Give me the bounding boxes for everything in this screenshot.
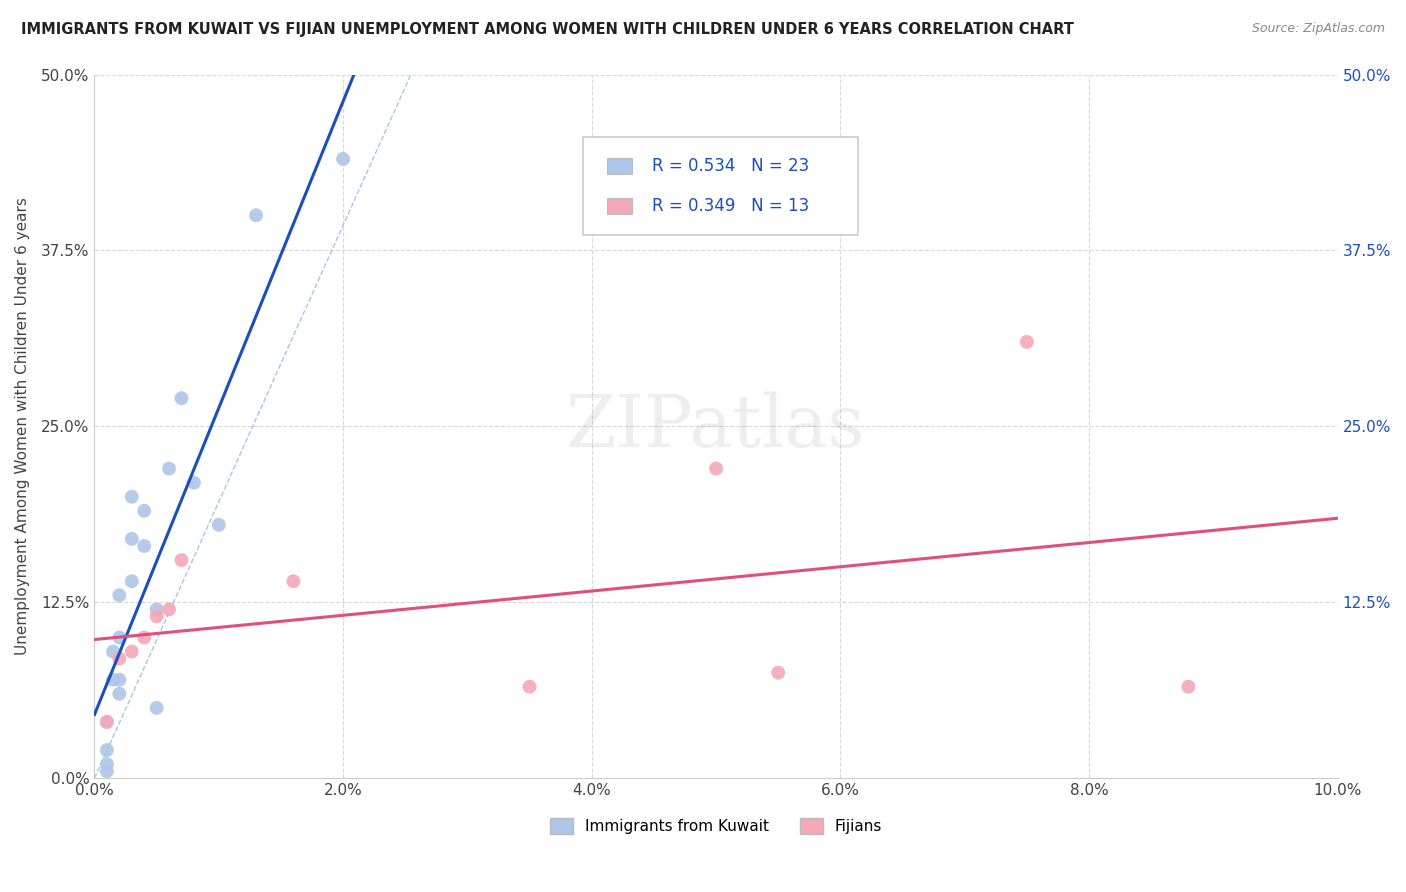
Y-axis label: Unemployment Among Women with Children Under 6 years: Unemployment Among Women with Children U… xyxy=(15,197,30,656)
Point xyxy=(96,764,118,779)
Point xyxy=(283,574,305,589)
Point xyxy=(183,475,205,490)
Text: ZIPatlas: ZIPatlas xyxy=(567,391,866,462)
Point xyxy=(145,701,167,715)
Point xyxy=(121,574,143,589)
Point xyxy=(170,553,193,567)
Point xyxy=(766,665,789,680)
Point xyxy=(208,517,231,532)
Point xyxy=(704,461,727,475)
Point xyxy=(121,490,143,504)
Point xyxy=(134,539,156,553)
Point xyxy=(1177,680,1199,694)
Point xyxy=(134,504,156,518)
Point xyxy=(96,714,118,729)
Point xyxy=(101,673,124,687)
Point xyxy=(96,743,118,757)
Point xyxy=(121,644,143,658)
Point xyxy=(245,208,267,222)
Point xyxy=(121,532,143,546)
Point xyxy=(157,602,180,616)
Legend: Immigrants from Kuwait, Fijians: Immigrants from Kuwait, Fijians xyxy=(550,818,882,834)
Point xyxy=(108,687,131,701)
Text: IMMIGRANTS FROM KUWAIT VS FIJIAN UNEMPLOYMENT AMONG WOMEN WITH CHILDREN UNDER 6 : IMMIGRANTS FROM KUWAIT VS FIJIAN UNEMPLO… xyxy=(21,22,1074,37)
Point xyxy=(108,673,131,687)
Text: R = 0.534   N = 23: R = 0.534 N = 23 xyxy=(652,157,808,176)
Point xyxy=(157,461,180,475)
Point xyxy=(170,391,193,405)
Point xyxy=(145,609,167,624)
Point xyxy=(96,757,118,772)
Text: R = 0.349   N = 13: R = 0.349 N = 13 xyxy=(652,196,808,215)
Point xyxy=(1015,334,1038,349)
Point xyxy=(332,152,354,166)
Point xyxy=(96,714,118,729)
Point xyxy=(101,644,124,658)
Point xyxy=(134,631,156,645)
Point xyxy=(145,602,167,616)
Point xyxy=(519,680,541,694)
Point xyxy=(108,631,131,645)
Point xyxy=(108,588,131,602)
Point xyxy=(108,651,131,665)
Text: Source: ZipAtlas.com: Source: ZipAtlas.com xyxy=(1251,22,1385,36)
